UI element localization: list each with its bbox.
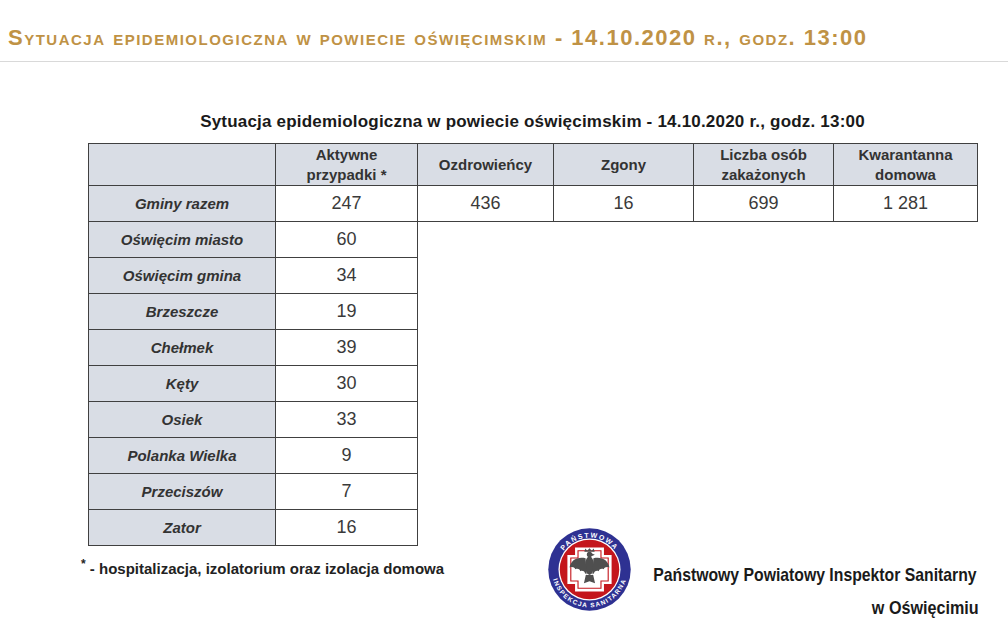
empty-cell [418,510,978,546]
row-label: Przeciszów [89,474,276,510]
cell-active-cases: 39 [276,330,418,366]
cell-active-cases: 247 [276,186,418,222]
empty-cell [418,294,978,330]
table-row: Oświęcim gmina 34 [89,258,978,294]
table-header-row: Aktywne przypadki * Ozdrowieńcy Zgony Li… [89,144,978,186]
empty-cell [418,438,978,474]
empty-cell [418,222,978,258]
cell-recovered: 436 [418,186,554,222]
footnote: * - hospitalizacja, izolatorium oraz izo… [81,557,444,577]
empty-cell [418,366,978,402]
row-label: Oświęcim gmina [89,258,276,294]
empty-cell [418,402,978,438]
row-label: Polanka Wielka [89,438,276,474]
signature-line2: w Oświęcimiu [872,597,979,619]
table-row: Polanka Wielka 9 [89,438,978,474]
row-label: Oświęcim miasto [89,222,276,258]
cell-active-cases: 30 [276,366,418,402]
cell-active-cases: 34 [276,258,418,294]
table-row: Chełmek 39 [89,330,978,366]
empty-cell [418,474,978,510]
report-title: Sytuacja epidemiologiczna w powiecie ośw… [88,112,977,132]
page-title: Sytuacja epidemiologiczna w powiecie ośw… [8,25,868,51]
row-label: Kęty [89,366,276,402]
header-divider [0,61,1008,62]
column-header-deaths: Zgony [554,144,694,186]
cell-deaths: 16 [554,186,694,222]
table-row: Zator 16 [89,510,978,546]
row-label: Zator [89,510,276,546]
table-row: Oświęcim miasto 60 [89,222,978,258]
row-label: Gminy razem [89,186,276,222]
cell-active-cases: 33 [276,402,418,438]
table-row: Gminy razem 247 436 16 699 1 281 [89,186,978,222]
cell-active-cases: 60 [276,222,418,258]
table-row: Przeciszów 7 [89,474,978,510]
row-label: Osiek [89,402,276,438]
cell-active-cases: 19 [276,294,418,330]
cell-active-cases: 9 [276,438,418,474]
column-header-infected: Liczba osób zakażonych [694,144,834,186]
row-label: Chełmek [89,330,276,366]
empty-cell [418,258,978,294]
table-row: Brzeszcze 19 [89,294,978,330]
empty-cell [418,330,978,366]
column-header-empty [89,144,276,186]
cell-infected: 699 [694,186,834,222]
cell-active-cases: 7 [276,474,418,510]
cell-quarantine: 1 281 [834,186,978,222]
table-row: Kęty 30 [89,366,978,402]
row-label: Brzeszcze [89,294,276,330]
column-header-recovered: Ozdrowieńcy [418,144,554,186]
epidemic-table: Aktywne przypadki * Ozdrowieńcy Zgony Li… [88,143,978,546]
footnote-text: - hospitalizacja, izolatorium oraz izola… [86,560,444,577]
column-header-active-cases: Aktywne przypadki * [276,144,418,186]
cell-active-cases: 16 [276,510,418,546]
signature-line1: Państwowy Powiatowy Inspektor Sanitarny [654,564,977,586]
table-row: Osiek 33 [89,402,978,438]
sanitary-inspection-logo: PAŃSTWOWA INSPEKCJA SANITARNA [547,527,632,612]
column-header-quarantine: Kwarantanna domowa [834,144,978,186]
